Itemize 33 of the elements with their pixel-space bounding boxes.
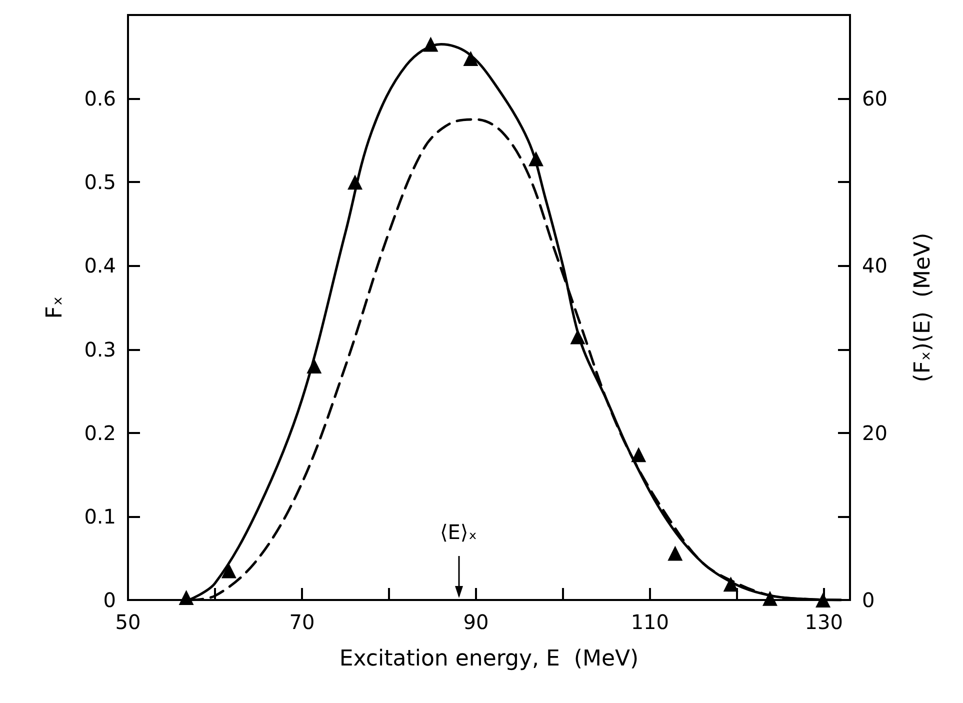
point xyxy=(631,447,646,462)
x-tick-label: 50 xyxy=(115,610,141,634)
y2-axis-title: (Fₓ)(E) (MeV) xyxy=(910,232,936,382)
y-tick-label: 0.5 xyxy=(84,170,116,194)
y2-tick-label: 60 xyxy=(862,86,888,111)
x-tick-label: 130 xyxy=(804,610,843,634)
point xyxy=(306,358,322,374)
point xyxy=(723,576,738,592)
ref-line-label: ⟨E⟩ₓ xyxy=(440,520,478,544)
point xyxy=(762,590,778,606)
point xyxy=(463,50,478,66)
point xyxy=(221,563,236,578)
y-tick-label: 0.1 xyxy=(84,504,116,528)
y2-tick-label: 0 xyxy=(862,588,875,612)
x-tick-label: 70 xyxy=(289,610,315,634)
y-tick-label: 0 xyxy=(103,588,116,612)
y-axis-title: Fₓ xyxy=(42,296,68,319)
x-tick-label: 90 xyxy=(463,610,489,634)
point xyxy=(178,590,194,605)
point xyxy=(423,36,438,52)
y-tick-label: 0.3 xyxy=(84,337,116,362)
point xyxy=(816,592,831,608)
x-axis-title: Excitation energy, E (MeV) xyxy=(339,646,639,672)
y-tick-label: 0.4 xyxy=(84,254,116,278)
point xyxy=(668,546,683,561)
y2-tick-label: 40 xyxy=(862,254,888,278)
y2-tick-label: 20 xyxy=(862,420,888,445)
x-tick-label: 110 xyxy=(630,610,670,634)
point xyxy=(528,151,544,166)
point xyxy=(348,174,363,190)
y-tick-label: 0.6 xyxy=(84,86,116,111)
point xyxy=(570,329,586,344)
y-tick-label: 0.2 xyxy=(84,420,116,445)
